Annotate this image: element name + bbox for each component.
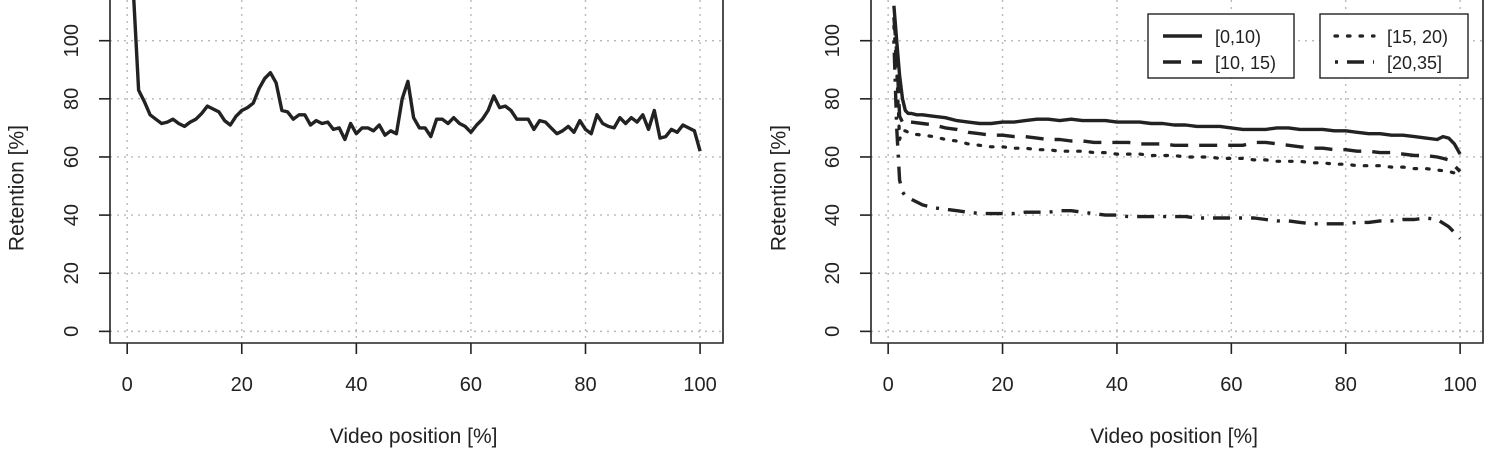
plot-frame bbox=[109, 0, 724, 344]
legend-label: [0,10) bbox=[1215, 27, 1261, 47]
y-tick-label: 20 bbox=[822, 262, 844, 284]
plot-frame bbox=[870, 0, 1484, 344]
x-tick-label: 80 bbox=[574, 374, 596, 396]
y-axis-title: Retention [%] bbox=[768, 125, 791, 251]
y-tick-label: 0 bbox=[822, 326, 844, 337]
legend-label: [15, 20) bbox=[1387, 27, 1448, 47]
x-tick-label: 0 bbox=[883, 374, 894, 396]
legend-label: [10, 15) bbox=[1215, 53, 1276, 73]
y-tick-label: 0 bbox=[61, 326, 83, 337]
legend-label: [20,35] bbox=[1387, 53, 1442, 73]
x-tick-label: 20 bbox=[231, 374, 253, 396]
x-tick-label: 0 bbox=[122, 374, 133, 396]
y-tick-label: 40 bbox=[822, 204, 844, 226]
legend-box bbox=[1319, 13, 1469, 79]
series-line-1 bbox=[892, 5, 1462, 155]
x-tick-label: 60 bbox=[1220, 374, 1242, 396]
x-tick-label: 100 bbox=[1443, 374, 1476, 396]
right-retention-plot: 0 20 40 60 80 100 0 20 40 60 80 100 Video position [… bbox=[768, 0, 1484, 448]
y-tick-label: 100 bbox=[61, 24, 83, 57]
x-tick-label: 40 bbox=[345, 374, 367, 396]
y-tick-label: 20 bbox=[61, 262, 83, 284]
x-tick-label: 40 bbox=[1106, 374, 1128, 396]
y-tick-label: 80 bbox=[822, 88, 844, 110]
series-line-1 bbox=[132, 0, 702, 152]
x-tick-label: 100 bbox=[683, 374, 716, 396]
legend: [0,10) [10, 15) [15, 20) [20,35] bbox=[1147, 13, 1469, 79]
y-tick-label: 100 bbox=[822, 24, 844, 57]
y-axis-title: Retention [%] bbox=[6, 125, 29, 251]
left-retention-plot: 0 20 40 60 80 100 0 20 40 60 80 100 Video position [… bbox=[6, 0, 724, 448]
y-tick-label: 60 bbox=[822, 146, 844, 168]
legend-box bbox=[1147, 13, 1295, 79]
series-line-3 bbox=[892, 24, 1462, 176]
y-tick-label: 40 bbox=[61, 204, 83, 226]
x-tick-label: 20 bbox=[991, 374, 1013, 396]
series-line-2 bbox=[892, 17, 1462, 173]
x-axis-title: Video position [%] bbox=[330, 425, 498, 448]
y-tick-label: 60 bbox=[61, 146, 83, 168]
y-tick-label: 80 bbox=[61, 88, 83, 110]
series-line-4 bbox=[892, 40, 1462, 240]
x-tick-label: 60 bbox=[460, 374, 482, 396]
x-tick-label: 80 bbox=[1335, 374, 1357, 396]
x-axis-title: Video position [%] bbox=[1090, 425, 1258, 448]
